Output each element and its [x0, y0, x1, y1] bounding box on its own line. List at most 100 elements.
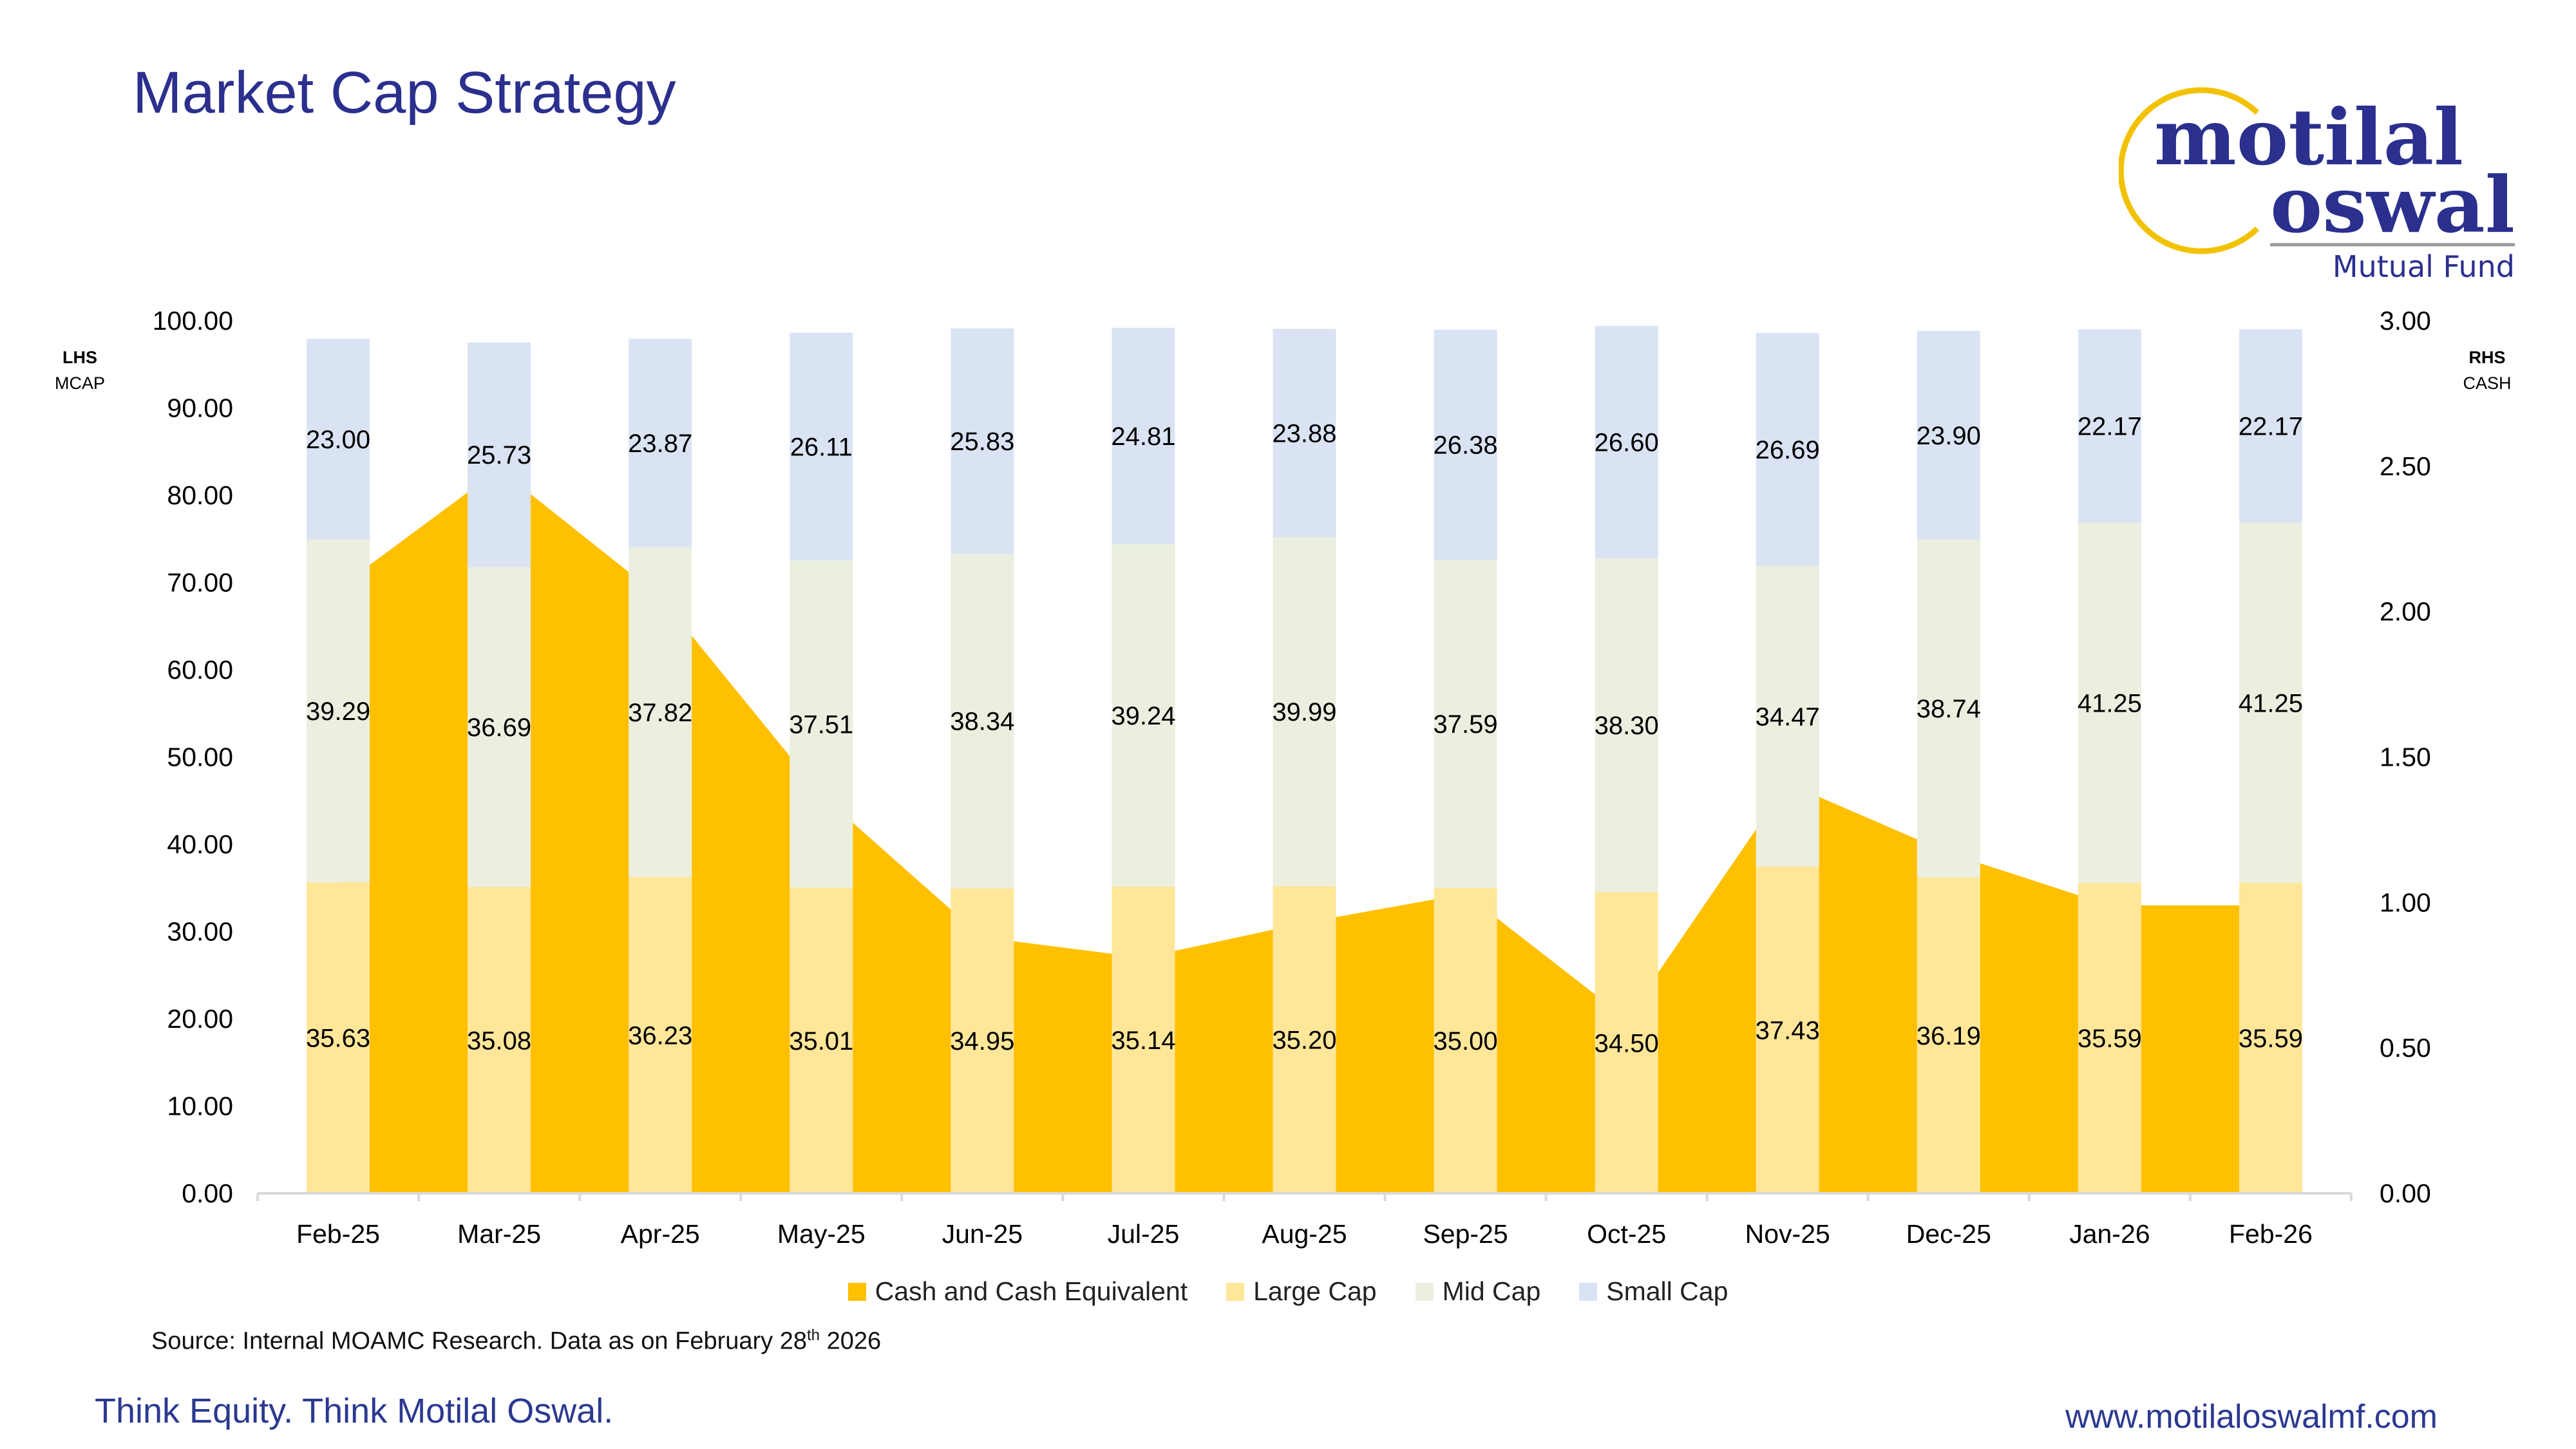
- x-tick-label: Oct-25: [1587, 1219, 1666, 1249]
- logo-ring-icon: [2119, 87, 2260, 254]
- data-label: 35.59: [2239, 1025, 2303, 1053]
- bar-small-cap: [1917, 330, 1980, 540]
- legend-item: Mid Cap: [1415, 1276, 1540, 1307]
- data-label: 35.01: [789, 1027, 853, 1056]
- data-label: 24.81: [1111, 422, 1175, 451]
- logo-text-mutual-fund: Mutual Fund: [2333, 249, 2515, 284]
- data-label: 39.29: [306, 697, 370, 726]
- data-label: 26.69: [1756, 436, 1820, 464]
- source-tail: 2026: [820, 1327, 882, 1355]
- bar-mid-cap: [1917, 539, 1980, 878]
- data-label: 38.74: [1917, 695, 1981, 723]
- source-text: Source: Internal MOAMC Research. Data as…: [151, 1327, 808, 1355]
- left-axis-title: LHS: [62, 348, 97, 367]
- footer-url[interactable]: www.motilaloswalmf.com: [2065, 1398, 2438, 1435]
- left-axis-subtitle: MCAP: [54, 374, 105, 393]
- bar-mid-cap: [951, 553, 1014, 889]
- legend-label: Cash and Cash Equivalent: [875, 1276, 1188, 1306]
- right-y-tick-label: 1.50: [2380, 743, 2431, 772]
- x-tick-label: Feb-25: [296, 1219, 380, 1249]
- left-axis-label: LHS MCAP: [35, 345, 125, 396]
- bar-small-cap: [1273, 328, 1336, 538]
- data-label: 38.30: [1595, 712, 1659, 740]
- x-tick-label: Sep-25: [1423, 1219, 1508, 1249]
- data-label: 22.17: [2078, 413, 2142, 441]
- data-label: 39.99: [1272, 698, 1336, 726]
- legend-item: Large Cap: [1226, 1276, 1377, 1307]
- bar-large-cap: [951, 888, 1014, 1193]
- logo-text-motilal: motilal: [2154, 92, 2463, 183]
- data-label: 26.11: [790, 433, 853, 461]
- bar-mid-cap: [790, 560, 853, 888]
- data-label: 23.87: [628, 430, 692, 458]
- legend-label: Large Cap: [1253, 1276, 1377, 1306]
- x-tick-label: Aug-25: [1262, 1219, 1347, 1249]
- left-y-tick-label: 40.00: [167, 829, 233, 859]
- bar-small-cap: [790, 332, 853, 561]
- bar-mid-cap: [1756, 565, 1819, 867]
- data-label: 22.17: [2239, 413, 2303, 441]
- bar-small-cap: [1756, 333, 1819, 566]
- data-label: 41.25: [2239, 689, 2303, 717]
- page-title: Market Cap Strategy: [133, 60, 676, 126]
- left-y-tick-label: 0.00: [182, 1179, 233, 1208]
- source-note: Source: Internal MOAMC Research. Data as…: [151, 1327, 881, 1356]
- chart-legend: Cash and Cash Equivalent Large Cap Mid Cap…: [0, 1276, 2576, 1307]
- bar-large-cap: [2239, 882, 2302, 1193]
- bar-large-cap: [1434, 887, 1497, 1193]
- legend-label: Small Cap: [1606, 1276, 1728, 1306]
- right-axis-label: RHS CASH: [2442, 345, 2532, 396]
- legend-item: Cash and Cash Equivalent: [848, 1276, 1188, 1307]
- right-axis-subtitle: CASH: [2463, 374, 2512, 393]
- data-label: 36.19: [1917, 1022, 1981, 1050]
- data-label: 34.50: [1595, 1029, 1659, 1057]
- data-label: 25.83: [950, 428, 1014, 456]
- data-label: 39.24: [1111, 702, 1175, 730]
- bar-mid-cap: [1595, 558, 1658, 893]
- bar-mid-cap: [629, 547, 692, 878]
- bar-small-cap: [629, 339, 692, 547]
- bar-mid-cap: [468, 567, 531, 887]
- bar-small-cap: [2078, 329, 2141, 523]
- data-label: 41.25: [2078, 689, 2142, 717]
- x-tick-label: May-25: [777, 1219, 866, 1249]
- bar-mid-cap: [1112, 544, 1175, 887]
- bar-small-cap: [1112, 327, 1175, 545]
- data-label: 37.43: [1756, 1016, 1820, 1045]
- right-y-tick-label: 3.00: [2380, 306, 2431, 336]
- data-label: 25.73: [467, 441, 531, 469]
- data-label: 23.00: [306, 426, 370, 454]
- data-label: 23.88: [1272, 419, 1336, 448]
- bar-large-cap: [2078, 882, 2141, 1193]
- bar-large-cap: [1917, 877, 1980, 1193]
- data-label: 35.20: [1272, 1027, 1336, 1055]
- bar-small-cap: [307, 339, 370, 540]
- left-y-tick-label: 10.00: [167, 1092, 233, 1121]
- bar-mid-cap: [2239, 522, 2302, 883]
- bar-large-cap: [629, 877, 692, 1193]
- data-label: 34.95: [950, 1027, 1014, 1056]
- bar-small-cap: [951, 328, 1014, 554]
- data-label: 36.69: [467, 714, 531, 742]
- bar-small-cap: [1434, 329, 1497, 560]
- bar-mid-cap: [1434, 560, 1497, 888]
- data-label: 35.14: [1111, 1027, 1175, 1055]
- data-label: 37.59: [1434, 710, 1498, 739]
- right-y-tick-label: 2.00: [2380, 597, 2431, 627]
- motilal-oswal-logo: motilal oswal Mutual Fund: [2119, 87, 2515, 284]
- data-label: 38.34: [950, 708, 1014, 736]
- source-sup: th: [807, 1327, 820, 1344]
- bar-mid-cap: [307, 539, 370, 883]
- data-label: 35.00: [1434, 1027, 1498, 1056]
- bar-small-cap: [1595, 326, 1658, 558]
- legend-swatch-icon: [1579, 1282, 1598, 1301]
- data-label: 37.51: [789, 710, 853, 739]
- bar-large-cap: [1756, 866, 1819, 1193]
- left-y-tick-label: 90.00: [167, 393, 233, 423]
- data-label: 26.38: [1434, 431, 1498, 460]
- data-label: 23.90: [1917, 422, 1981, 450]
- right-y-tick-label: 0.00: [2380, 1179, 2431, 1208]
- x-tick-label: Nov-25: [1745, 1219, 1830, 1249]
- x-tick-label: Jul-25: [1108, 1219, 1180, 1249]
